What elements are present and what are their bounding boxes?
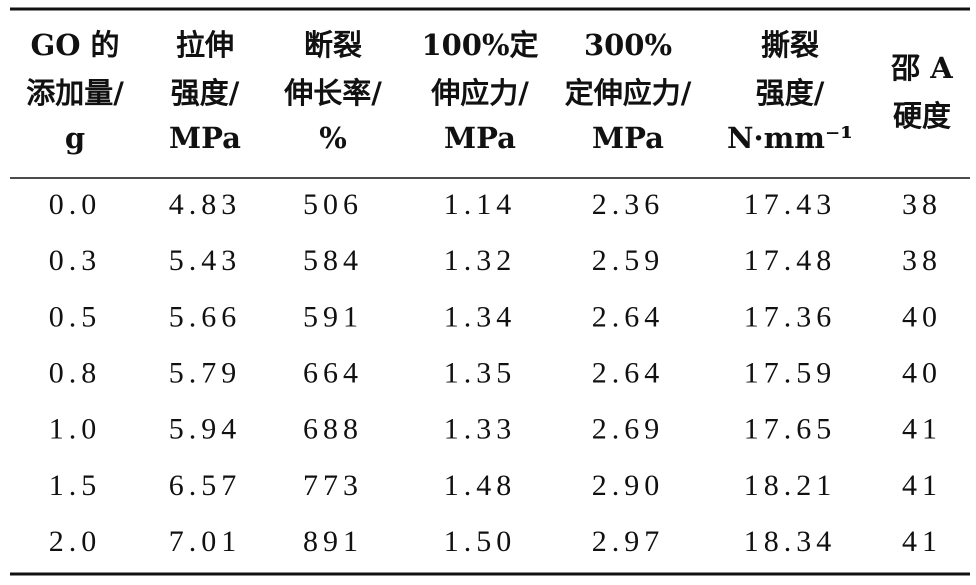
header-cell: N·mm⁻¹ <box>727 121 853 155</box>
header-cell: 伸长率/ <box>283 76 382 110</box>
header-cell: 强度/ <box>756 76 825 110</box>
table-cell: 506 <box>303 188 363 221</box>
table-cell: 2.97 <box>592 525 665 558</box>
table-cell: 1.5 <box>49 469 102 502</box>
table-cell: 1.48 <box>444 469 517 502</box>
table-cell: 1.35 <box>444 356 517 389</box>
table-cell: 2.64 <box>592 356 665 389</box>
header-cell: 添加量/ <box>26 76 124 110</box>
table-cell: 40 <box>902 300 942 333</box>
header-cell: MPa <box>169 121 241 155</box>
table-cell: 4.83 <box>169 188 242 221</box>
header-cell: MPa <box>444 121 516 155</box>
table-cell: 1.0 <box>49 413 102 446</box>
table-cell: 6.57 <box>169 469 242 502</box>
table-cell: 2.90 <box>592 469 665 502</box>
table-cell: 41 <box>902 469 942 502</box>
table-cell: 5.94 <box>169 413 242 446</box>
table-cell: 2.69 <box>592 413 665 446</box>
table-cell: 1.32 <box>444 244 517 277</box>
table-cell: 891 <box>303 525 363 558</box>
header-cell: % <box>319 121 347 155</box>
table-cell: 0.8 <box>49 356 102 389</box>
table-cell: 584 <box>303 244 363 277</box>
header-cell: 定伸应力/ <box>565 76 692 110</box>
table-cell: 17.48 <box>744 244 837 277</box>
table-cell: 17.36 <box>744 300 837 333</box>
table-cell: 0.3 <box>49 244 102 277</box>
table-cell: 17.59 <box>744 356 837 389</box>
table-cell: 773 <box>303 469 363 502</box>
header-cell: 硬度 <box>893 99 951 133</box>
table-cell: 41 <box>902 413 942 446</box>
table-cell: 2.36 <box>592 188 665 221</box>
table-cell: 1.34 <box>444 300 517 333</box>
table-cell: 5.66 <box>169 300 242 333</box>
header-cell: GO 的 <box>30 28 119 62</box>
header-cell: 伸应力/ <box>430 76 529 110</box>
table-cell: 664 <box>303 356 363 389</box>
table-cell: 1.33 <box>444 413 517 446</box>
table-cell: 1.14 <box>444 188 517 221</box>
table-cell: 7.01 <box>169 525 242 558</box>
table-cell: 17.65 <box>744 413 837 446</box>
table-cell: 2.59 <box>592 244 665 277</box>
table-cell: 18.34 <box>744 525 837 558</box>
header-cell: 断裂 <box>304 28 362 62</box>
table-cell: 591 <box>303 300 363 333</box>
table-cell: 41 <box>902 525 942 558</box>
table-cell: 2.0 <box>49 525 102 558</box>
header-cell: 撕裂 <box>761 28 819 62</box>
table-cell: 38 <box>902 188 942 221</box>
table-cell: 0.5 <box>49 300 102 333</box>
header-cell: MPa <box>592 121 664 155</box>
header-cell: 100%定 <box>421 28 538 62</box>
table-cell: 1.50 <box>444 525 517 558</box>
table-cell: 2.64 <box>592 300 665 333</box>
header-cell: 强度/ <box>171 76 240 110</box>
header-cell: 邵 A <box>890 51 953 85</box>
table-cell: 40 <box>902 356 942 389</box>
table-cell: 688 <box>303 413 363 446</box>
table-cell: 17.43 <box>744 188 837 221</box>
table-cell: 0.0 <box>49 188 102 221</box>
table-cell: 38 <box>902 244 942 277</box>
table-cell: 5.79 <box>169 356 242 389</box>
table-cell: 5.43 <box>169 244 242 277</box>
header-cell: 拉伸 <box>176 28 234 62</box>
header-cell: g <box>65 121 85 155</box>
table-cell: 18.21 <box>744 469 837 502</box>
header-cell: 300% <box>584 28 672 62</box>
